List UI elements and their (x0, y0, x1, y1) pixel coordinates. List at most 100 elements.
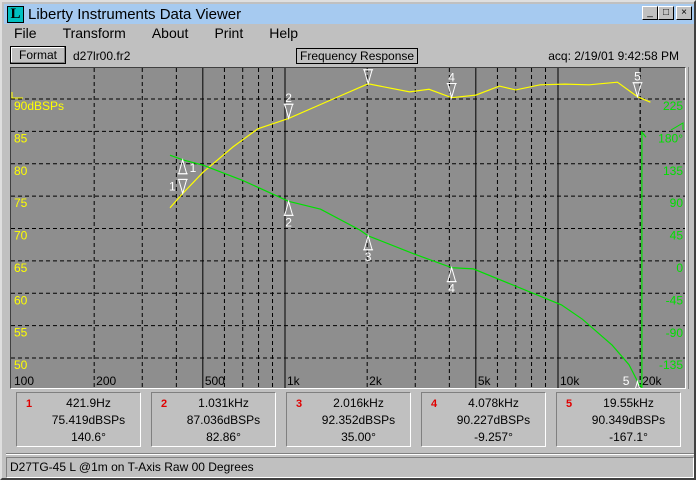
left-axis-label: 55 (14, 326, 28, 340)
x-axis-label: 20k (642, 374, 662, 388)
magnitude-reference-icon (11, 92, 23, 99)
menu-file[interactable]: File (14, 25, 37, 41)
menu-bar: File Transform About Print Help (6, 24, 316, 44)
x-axis-label: 2k (369, 374, 383, 388)
left-axis-label: 70 (14, 229, 28, 243)
marker-number: 5 (634, 70, 641, 84)
right-axis-label: 0 (676, 261, 683, 275)
left-axis-label: 85 (14, 131, 28, 145)
marker-number: 5 (623, 374, 630, 388)
frequency-response-plot[interactable]: 90dBSPs 85 80 75 70 65 60 55 50 225 180° 135 90 45 0 -4… (10, 57, 686, 396)
marker-number: 2 (285, 215, 292, 229)
readout-number: 3 (296, 398, 303, 410)
marker-1: 11 (169, 157, 197, 196)
divider (6, 453, 694, 455)
marker-3: 33 (363, 57, 374, 264)
readout-mag: 90.227dBSPs (456, 413, 531, 427)
maximize-button[interactable]: □ (658, 6, 674, 20)
x-axis-label: 1k (287, 374, 301, 388)
right-axis-label: 180° (658, 131, 683, 145)
readout-mag: 87.036dBSPs (186, 413, 261, 427)
readout-number: 2 (161, 398, 168, 410)
plot-scrollbar[interactable] (688, 67, 694, 389)
readout-1: 1 421.9Hz 75.419dBSPs 140.6° (16, 392, 141, 447)
right-axis-label: 90 (670, 196, 684, 210)
window-title: Liberty Instruments Data Viewer (28, 5, 242, 23)
x-axis-label: 10k (560, 374, 580, 388)
file-name: d27lr00.fr2 (73, 49, 131, 63)
marker-up-icon (178, 157, 188, 175)
readout-5: 5 19.55kHz 90.349dBSPs -167.1° (556, 392, 681, 447)
readout-number: 1 (26, 398, 33, 410)
x-axis-label: 200 (96, 374, 116, 388)
readout-phase: 140.6° (71, 430, 106, 444)
x-axis-label: 5k (478, 374, 492, 388)
readout-4: 4 4.078kHz 90.227dBSPs -9.257° (421, 392, 546, 447)
marker-number: 3 (365, 250, 372, 264)
x-axis-label: 100 (14, 374, 34, 388)
readout-phase: -9.257° (474, 430, 513, 444)
x-axis-label: 500 (205, 374, 225, 388)
right-axis-label: 225 (663, 99, 683, 113)
marker-number: 1 (190, 161, 197, 175)
right-axis-label: -45 (666, 293, 684, 307)
left-axis-label: 50 (14, 358, 28, 372)
magnitude-curve (169, 81, 651, 209)
marker-up-icon (446, 265, 457, 283)
marker-number: 1 (169, 179, 176, 193)
left-axis-label: 80 (14, 164, 28, 178)
marker-readouts: 1 421.9Hz 75.419dBSPs 140.6° 2 1.031kHz 87.03… (12, 391, 690, 451)
left-axis-label: 75 (14, 196, 28, 210)
left-axis-label: 90dBSPs (14, 99, 64, 113)
readout-phase: 35.00° (341, 430, 376, 444)
readout-number: 4 (431, 398, 438, 410)
marker-down-icon (446, 83, 457, 100)
readout-freq: 2.016kHz (333, 396, 384, 410)
left-axis-label: 60 (14, 293, 28, 307)
menu-print[interactable]: Print (214, 25, 244, 41)
title-bar[interactable]: L Liberty Instruments Data Viewer _ □ × (4, 4, 694, 24)
chart-svg: 90dBSPs8580757065605550225180°13590450-4… (11, 57, 685, 396)
menu-transform[interactable]: Transform (62, 25, 126, 41)
status-bar: D27TG-45 L @1m on T-Axis Raw 00 Degrees (6, 457, 694, 478)
marker-5: 55 (623, 70, 643, 396)
right-axis-label: -90 (666, 326, 684, 340)
marker-down-icon (283, 103, 294, 121)
mode-label: Frequency Response (296, 48, 419, 64)
marker-number: 4 (448, 71, 455, 85)
marker-number: 2 (285, 91, 292, 105)
readout-mag: 75.419dBSPs (51, 413, 126, 427)
readout-number: 5 (566, 398, 573, 410)
app-logo-icon: L (7, 5, 24, 23)
right-axis-label: 45 (670, 229, 684, 243)
left-axis-label: 65 (14, 261, 28, 275)
readout-phase: 82.86° (206, 430, 241, 444)
acquisition-time: acq: 2/19/01 9:42:58 PM (548, 49, 679, 63)
marker-up-icon (363, 233, 373, 251)
readout-mag: 90.349dBSPs (591, 413, 666, 427)
readout-phase: -167.1° (609, 430, 648, 444)
menu-help[interactable]: Help (269, 25, 299, 41)
marker-number: 3 (365, 68, 372, 71)
close-button[interactable]: × (676, 6, 692, 20)
minimize-button[interactable]: _ (642, 6, 658, 20)
phase-reference-icon (670, 122, 684, 131)
readout-freq: 421.9Hz (66, 396, 111, 410)
menu-about[interactable]: About (151, 25, 189, 41)
readout-mag: 92.352dBSPs (321, 413, 396, 427)
readout-freq: 1.031kHz (198, 396, 249, 410)
readout-freq: 4.078kHz (468, 396, 519, 410)
format-button[interactable]: Format (10, 46, 66, 64)
marker-4: 44 (446, 71, 457, 296)
right-axis-label: 135 (663, 164, 683, 178)
marker-up-icon (283, 199, 294, 216)
readout-3: 3 2.016kHz 92.352dBSPs 35.00° (286, 392, 411, 447)
phase-curve (169, 130, 647, 390)
marker-number: 4 (448, 282, 455, 296)
right-axis-label: -135 (659, 358, 683, 372)
readout-2: 2 1.031kHz 87.036dBSPs 82.86° (151, 392, 276, 447)
marker-2: 22 (283, 91, 294, 229)
marker-down-icon (363, 69, 373, 86)
readout-freq: 19.55kHz (603, 396, 654, 410)
